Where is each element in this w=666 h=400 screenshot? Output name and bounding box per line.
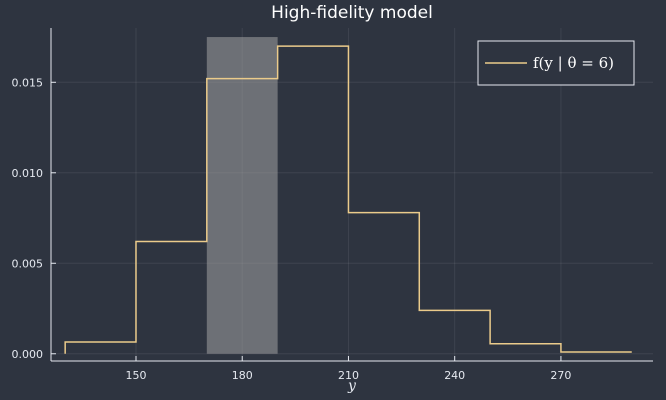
- x-tick-label: 150: [125, 369, 146, 382]
- legend: f(y | θ = 6): [477, 40, 635, 86]
- x-tick-label: 270: [550, 369, 571, 382]
- x-tick-label: 210: [338, 369, 359, 382]
- chart-title: High-fidelity model: [271, 3, 433, 23]
- x-tick-label: 180: [232, 369, 253, 382]
- y-tick-label: 0.005: [12, 257, 44, 270]
- axes: [50, 28, 653, 362]
- y-tick-label: 0.010: [12, 167, 44, 180]
- y-tick-label: 0.015: [12, 76, 44, 89]
- legend-label: f(y | θ = 6): [533, 54, 614, 72]
- highlight-rect: [206, 37, 278, 354]
- series-line: [64, 45, 632, 354]
- x-axis-label: y: [347, 378, 357, 394]
- y-tick-label: 0.000: [12, 348, 44, 361]
- tick-labels: 150 180 210 240 270 0.000 0.005 0.010 0.015: [12, 76, 572, 382]
- x-tick-label: 240: [444, 369, 465, 382]
- highlight-region: [206, 37, 278, 354]
- series: [64, 45, 632, 354]
